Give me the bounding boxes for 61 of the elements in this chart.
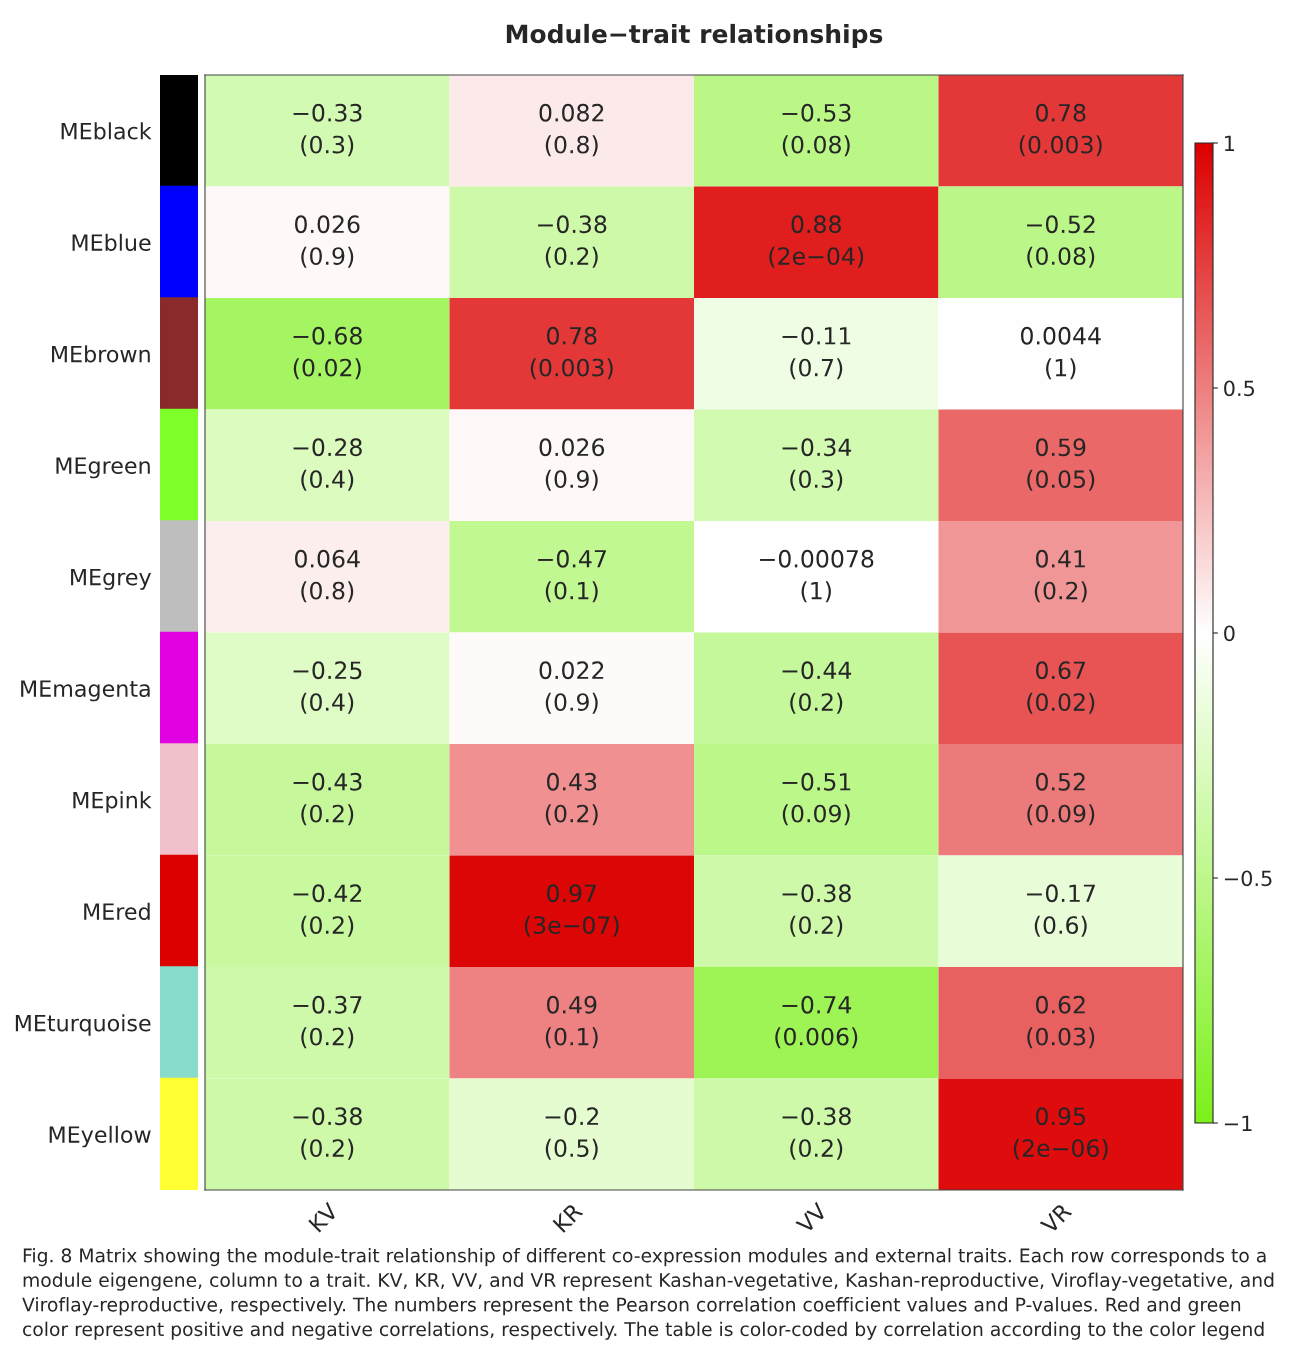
data-label: 0.026 (0.9) — [539, 438, 605, 491]
data-label: −0.42 (0.2) — [293, 884, 362, 937]
y-tick-label: MEpink — [73, 791, 152, 813]
y-tick-label: MEgrey — [71, 568, 151, 590]
data-label: −0.74 (0.006) — [775, 995, 858, 1049]
data-label: −0.17 (0.6) — [1027, 884, 1095, 937]
data-label: 0.082 (0.8) — [539, 103, 604, 157]
data-label: −0.2 (0.5) — [545, 1107, 599, 1160]
data-label: −0.43 (0.2) — [293, 772, 362, 826]
data-label: 0.022 (0.9) — [539, 661, 604, 714]
data-label: −0.33 (0.3) — [293, 103, 362, 157]
data-label: −0.38 (0.2) — [538, 215, 607, 268]
data-label: −0.44 (0.2) — [782, 661, 852, 714]
data-label: 0.97 (3e−07) — [524, 884, 619, 937]
data-label: 0.43 (0.2) — [545, 772, 598, 826]
data-label: 0.62 (0.03) — [1027, 995, 1095, 1049]
data-label: −0.37 (0.2) — [293, 995, 362, 1049]
color-bar-label: 1 — [1225, 135, 1235, 151]
color-bar-label: 0.5 — [1224, 380, 1255, 397]
data-label: 0.78 (0.003) — [530, 326, 613, 380]
x-tick-label: VV — [795, 1201, 829, 1235]
data-label: 0.67 (0.02) — [1027, 661, 1095, 714]
data-label: 0.064 (0.8) — [295, 549, 360, 603]
caption: Fig. 8 Matrix showing the module-trait relationship of different co-expression modules and external traits. Each row corresponds to a module eigengene, column to a trait. KV, KR, VV, and VR represent Kashan-vegetative, Kashan-reproductive, Viroflay-vegetative, and Viroflay-reproductive, respectively. The numbers represent the Pearson correlation coefficient values and P-values. Red and green color represent positive and negative correlations, respectively. The table is color-coded by correlation according to the color legend — [22, 1248, 1274, 1340]
x-tick-label: KR — [552, 1202, 584, 1233]
x-tick-label: VR — [1039, 1202, 1073, 1235]
data-label: 0.0044 (1) — [1021, 326, 1101, 380]
data-label: −0.52 (0.08) — [1027, 215, 1095, 268]
color-bar-label: 0 — [1224, 625, 1235, 642]
y-tick-label: MEturquoise — [15, 1014, 151, 1036]
y-tick-label: MEblue — [72, 233, 151, 252]
data-label: −0.68 (0.02) — [293, 326, 362, 380]
data-label: 0.026 (0.9) — [295, 215, 360, 268]
color-bar-label: −1 — [1224, 1115, 1252, 1131]
data-label: −0.25 (0.4) — [293, 661, 362, 714]
data-label: 0.88 (2e−04) — [769, 215, 864, 268]
data-label: 0.41 (0.2) — [1034, 549, 1087, 603]
chart-title: Module−trait relationships — [506, 23, 883, 49]
data-label: −0.38 (0.2) — [293, 1107, 362, 1160]
y-tick-label: MEmagenta — [21, 680, 150, 702]
data-label: 0.52 (0.09) — [1027, 772, 1095, 826]
data-label: 0.49 (0.1) — [545, 995, 598, 1049]
data-label: −0.11 (0.7) — [782, 326, 851, 380]
data-label: −0.51 (0.09) — [782, 772, 851, 826]
data-label: −0.00078 (1) — [760, 549, 874, 603]
data-label: 0.59 (0.05) — [1027, 438, 1095, 491]
data-label: −0.38 (0.2) — [782, 1107, 851, 1160]
y-tick-label: MEyellow — [49, 1125, 151, 1148]
y-tick-label: MEbrown — [52, 345, 150, 363]
color-bar-label: −0.5 — [1224, 870, 1272, 887]
data-label: −0.53 (0.08) — [782, 103, 851, 157]
data-label: −0.38 (0.2) — [782, 884, 851, 937]
data-label: −0.28 (0.4) — [293, 438, 362, 491]
y-tick-label: MEgreen — [56, 457, 150, 479]
data-label: 0.95 (2e−06) — [1013, 1107, 1108, 1160]
data-label: −0.34 (0.3) — [782, 438, 852, 491]
data-label: −0.47 (0.1) — [538, 549, 606, 603]
x-tick-label: KV — [308, 1201, 340, 1233]
y-tick-label: MEred — [84, 902, 150, 921]
y-tick-label: MEblack — [61, 122, 152, 140]
data-label: 0.78 (0.003) — [1019, 103, 1102, 157]
